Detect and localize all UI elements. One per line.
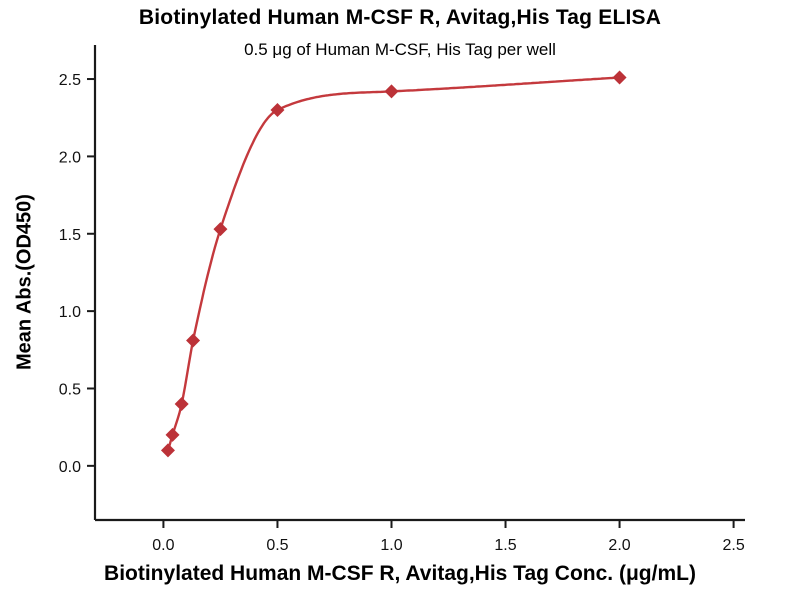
fit-curve — [166, 76, 620, 451]
chart-subtitle: 0.5 μg of Human M-CSF, His Tag per well — [244, 40, 556, 59]
x-tick-label: 2.5 — [722, 537, 744, 554]
x-tick-label: 1.5 — [494, 537, 516, 554]
y-tick-label: 1.5 — [59, 227, 81, 244]
y-tick-label: 2.5 — [59, 72, 81, 89]
data-point — [160, 443, 175, 458]
data-point — [384, 84, 399, 99]
y-tick-label: 1.0 — [59, 304, 81, 321]
x-axis-label: Biotinylated Human M-CSF R, Avitag,His T… — [104, 562, 696, 585]
data-point — [165, 427, 180, 442]
x-tick-label: 0.5 — [266, 537, 288, 554]
x-tick-label: 0.0 — [152, 537, 174, 554]
x-tick-label: 2.0 — [608, 537, 630, 554]
data-point — [174, 396, 189, 411]
data-point — [186, 333, 201, 348]
y-tick-label: 0.0 — [59, 459, 81, 476]
data-point — [213, 222, 228, 237]
data-point — [612, 70, 627, 85]
y-tick-label: 0.5 — [59, 381, 81, 398]
chart-title: Biotinylated Human M-CSF R, Avitag,His T… — [138, 6, 662, 29]
y-tick-label: 2.0 — [59, 149, 81, 166]
data-point — [270, 102, 285, 117]
x-tick-label: 1.0 — [380, 537, 402, 554]
